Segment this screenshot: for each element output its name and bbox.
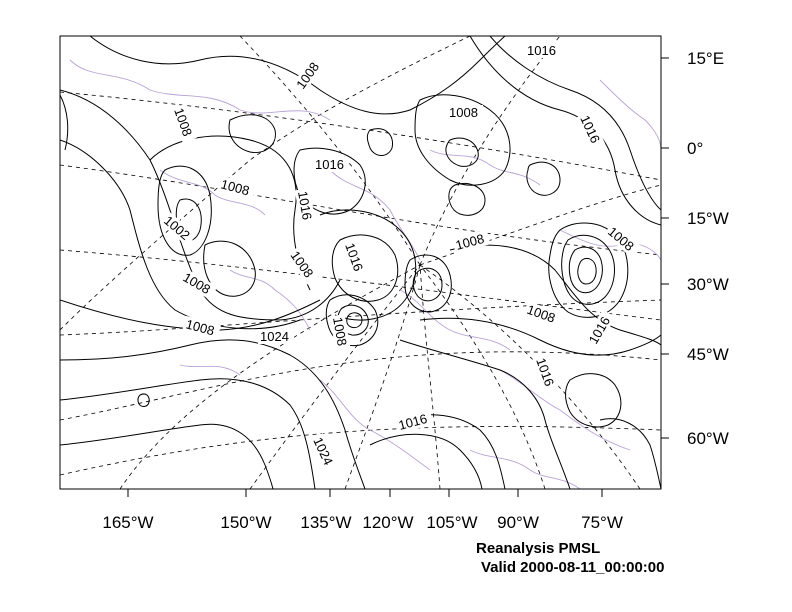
longitude-label: 135°W: [300, 513, 351, 532]
latitude-label: 15°E: [687, 49, 724, 68]
contour-label: 1008: [454, 231, 486, 253]
contour-label: 1016: [342, 241, 366, 273]
contour-label: 1008: [449, 105, 478, 120]
bottom-axis: 165°W 150°W 135°W 120°W 105°W 90°W 75°W: [102, 489, 623, 532]
latitude-label: 15°W: [687, 209, 729, 228]
contour-label: 1024: [260, 329, 289, 344]
latitude-label: 30°W: [687, 275, 729, 294]
longitude-label: 165°W: [102, 513, 153, 532]
contour-label: 1024: [310, 435, 336, 468]
latitude-label: 0°: [687, 139, 703, 158]
coastlines: [69, 59, 661, 489]
contour-label: 1016: [577, 113, 603, 146]
longitude-label: 120°W: [362, 513, 413, 532]
map-title: Reanalysis PMSL: [476, 540, 600, 557]
right-axis: 15°E 0° 15°W 30°W 45°W 60°W: [661, 49, 729, 448]
valid-time: Valid 2000-08-11_00:00:00: [481, 559, 664, 576]
longitude-label: 150°W: [220, 513, 271, 532]
contour-label: 1008: [330, 316, 350, 347]
latitude-label: 45°W: [687, 345, 729, 364]
contour-label: 1008: [171, 106, 195, 138]
longitude-label: 75°W: [581, 513, 623, 532]
contour-label: 1016: [533, 356, 557, 388]
contour-label: 1016: [397, 411, 429, 433]
map-frame: [59, 35, 662, 490]
contour-labels: 1016 1008 1008 1008 1016 1016 1008 1016 …: [159, 43, 641, 473]
contour-label: 1008: [184, 316, 216, 338]
contour-label: 1008: [525, 302, 557, 326]
longitude-label: 90°W: [497, 513, 539, 532]
latitude-label: 60°W: [687, 429, 729, 448]
longitude-label: 105°W: [426, 513, 477, 532]
contour-label: 1016: [315, 157, 344, 172]
contour-label: 1008: [219, 176, 251, 198]
contour-label: 1016: [527, 43, 556, 58]
contour-label: 1016: [295, 190, 315, 221]
